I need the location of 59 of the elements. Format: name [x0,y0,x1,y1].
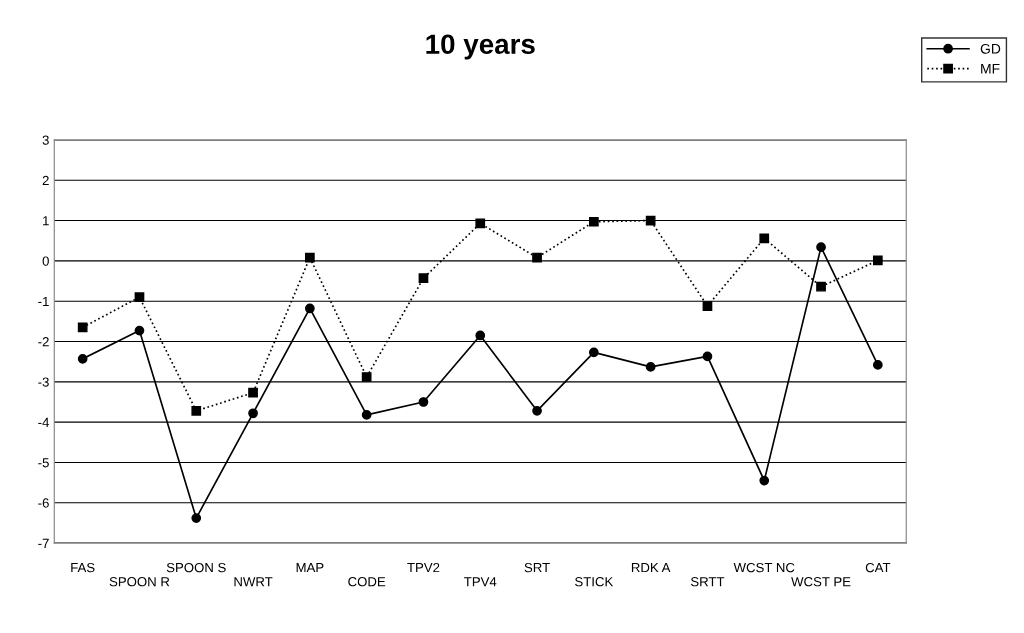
y-tick-label: 2 [42,175,49,185]
point [475,218,486,229]
point [588,347,599,358]
legend-label: MF [981,63,1000,74]
y-tick-label: -1 [38,296,49,306]
point [816,281,826,292]
y-tick-label: 3 [42,135,49,145]
point [77,353,88,364]
legend-label: GD [980,43,1001,54]
x-tick-label: FAS [71,562,95,573]
point [134,325,145,336]
x-tick-label: SPOON R [109,577,170,587]
point [759,475,770,486]
x-tick-label: WCST PE [791,577,851,587]
point [702,301,713,311]
x-tick-label: SPOON S [166,562,226,573]
x-tick-label: RDK A [631,563,671,573]
x-tick-label: WCST NC [733,562,795,573]
point [532,405,542,416]
y-tick-label: 0 [42,256,49,266]
x-tick-label: SRTT [690,577,725,587]
point [361,410,372,420]
x-tick-label: MAP [296,563,324,573]
point [872,360,883,370]
point [418,397,429,407]
y-tick-label: -3 [38,377,49,387]
chart-title: 10 years [426,34,535,60]
y-tick-label: -7 [38,538,49,548]
point [532,252,542,263]
x-tick-label: CODE [348,577,386,587]
point [418,273,429,284]
y-tick-label: -5 [38,458,49,468]
point [645,362,656,372]
point [305,252,315,263]
y-tick-label: -6 [38,498,49,508]
x-tick-label: TPV4 [464,577,497,587]
x-tick-label: SRT [524,562,550,573]
point [759,233,770,244]
x-tick-label: CAT [865,562,891,573]
point [475,330,486,341]
x-tick-label: NWRT [234,577,273,587]
point [191,513,202,523]
point [645,215,656,226]
y-tick-label: -4 [38,417,50,427]
y-tick-label: 1 [43,216,49,226]
point [702,351,713,362]
y-tick-label: -2 [38,337,49,347]
x-tick-label: STICK [575,577,614,587]
point [134,292,145,303]
point [816,242,826,253]
point [191,405,202,416]
point [248,408,258,419]
point [361,372,372,382]
point [588,216,599,227]
point [248,387,258,398]
point [872,255,883,266]
point [305,303,315,314]
x-tick-label: TPV2 [407,562,440,573]
point [77,322,88,333]
